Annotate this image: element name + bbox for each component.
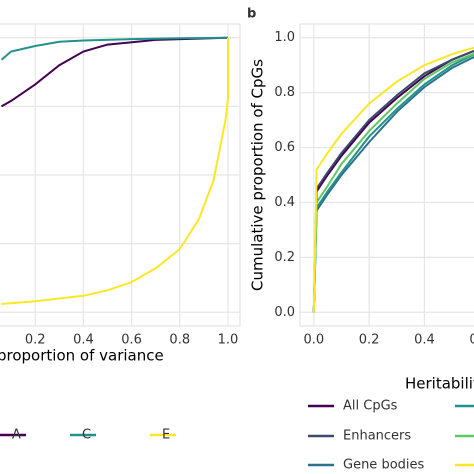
line-series [0, 36, 229, 61]
x-tick-label: 0.2 [25, 333, 46, 348]
legend-label: Enhancers [343, 429, 411, 444]
x-tick-label: 1.0 [218, 333, 239, 348]
legend-label: A [12, 428, 21, 443]
x-tick-label: 0.8 [169, 333, 190, 348]
legend-label: Gene bodies [343, 458, 425, 473]
y-tick-label: 0.4 [274, 195, 295, 210]
y-tick-label: 0.2 [274, 250, 295, 265]
x-axis-label: proportion of variance [0, 347, 164, 365]
line-series [312, 52, 474, 313]
legend-label: All CpGs [343, 399, 398, 414]
y-tick-label: 0.6 [274, 140, 295, 155]
line-series [312, 55, 474, 313]
x-tick-label: 0.0 [303, 333, 324, 348]
y-tick-label: 1.0 [274, 30, 295, 45]
line-series [312, 53, 474, 313]
x-tick-label: 0.4 [73, 333, 94, 348]
panel [299, 23, 474, 327]
y-axis-label: Cumulative proportion of CpGs [249, 59, 267, 291]
x-tick-label: 0.6 [469, 333, 474, 348]
y-tick-label: 0.8 [274, 85, 295, 100]
panel-label: b [247, 7, 256, 22]
legend-label: E [162, 428, 170, 443]
x-axis-label: Heritability [405, 375, 474, 393]
x-tick-label: 0.6 [121, 333, 142, 348]
line-series [1, 37, 229, 305]
legend-label: C [82, 428, 91, 443]
line-series [312, 49, 474, 313]
x-tick-label: 0.4 [414, 333, 435, 348]
x-tick-label: 0.2 [359, 333, 380, 348]
line-series [1, 36, 229, 108]
line-series [312, 46, 474, 313]
y-tick-label: 0.0 [274, 305, 295, 320]
